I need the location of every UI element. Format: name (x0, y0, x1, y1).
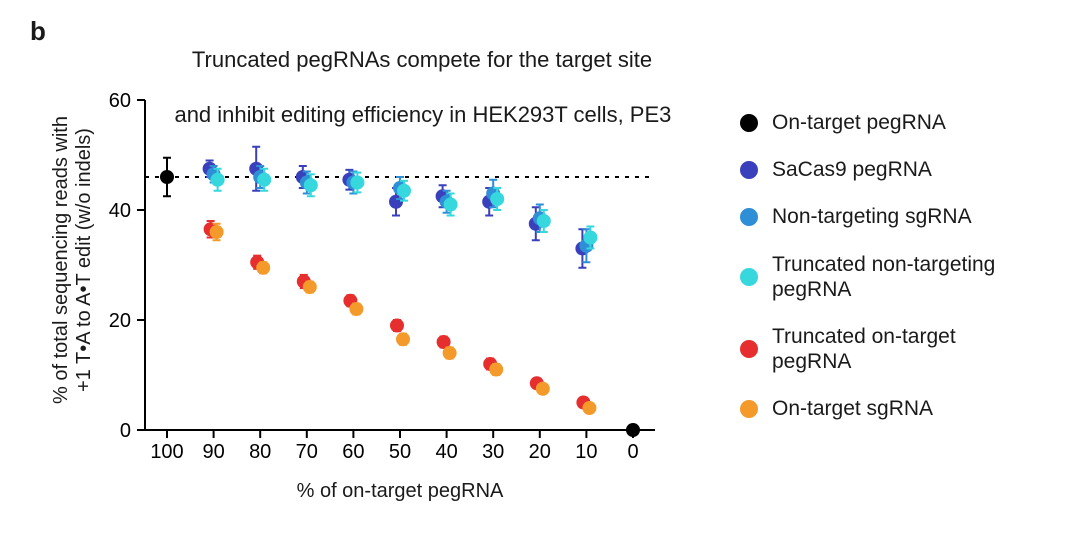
data-point (443, 346, 457, 360)
data-point (396, 332, 410, 346)
data-point (490, 192, 504, 206)
chart-title-line1: Truncated pegRNAs compete for the target… (192, 47, 652, 72)
legend-item-non_targeting_sgRNA: Non-targeting sgRNA (740, 204, 1032, 229)
plot-svg: 02040601009080706050403020100 (145, 100, 655, 430)
data-point (257, 173, 271, 187)
data-point (537, 214, 551, 228)
legend-label: Truncated on-target pegRNA (772, 324, 1032, 374)
x-tick-label: 60 (342, 441, 364, 463)
panel-letter: b (30, 16, 46, 47)
legend-label: On-target pegRNA (772, 110, 946, 135)
data-point (349, 302, 363, 316)
legend-label: On-target sgRNA (772, 396, 933, 421)
plot-area: 02040601009080706050403020100 (145, 100, 655, 435)
legend-item-on_target_sgRNA: On-target sgRNA (740, 396, 1032, 421)
legend-marker-icon (740, 268, 758, 286)
legend-marker-icon (740, 400, 758, 418)
series-trunc_ot_pegRNA (204, 221, 591, 410)
x-tick-label: 0 (627, 441, 638, 463)
series-sacas9_pegRNA (203, 147, 590, 268)
data-point (536, 382, 550, 396)
data-point (350, 176, 364, 190)
x-tick-label: 30 (482, 441, 504, 463)
x-tick-label: 10 (575, 441, 597, 463)
data-point (397, 184, 411, 198)
x-tick-label: 100 (150, 441, 183, 463)
x-axis-title: % of on-target pegRNA (145, 480, 655, 503)
y-tick-label: 60 (109, 90, 131, 112)
data-point (583, 231, 597, 245)
legend-marker-icon (740, 208, 758, 226)
legend-item-on_target_pegRNA: On-target pegRNA (740, 110, 1032, 135)
data-point (160, 170, 174, 184)
data-point (444, 198, 458, 212)
legend-marker-icon (740, 114, 758, 132)
y-tick-label: 20 (109, 310, 131, 332)
legend-item-trunc_ot_pegRNA: Truncated on-target pegRNA (740, 324, 1032, 374)
legend-marker-icon (740, 340, 758, 358)
x-tick-label: 40 (435, 441, 457, 463)
data-point (211, 173, 225, 187)
figure-panel-b: b Truncated pegRNAs compete for the targ… (0, 0, 1080, 542)
data-point (303, 280, 317, 294)
y-tick-label: 0 (120, 420, 131, 442)
legend-marker-icon (740, 161, 758, 179)
legend-label: Non-targeting sgRNA (772, 204, 972, 229)
x-tick-label: 70 (296, 441, 318, 463)
data-point (489, 363, 503, 377)
legend-item-sacas9_pegRNA: SaCas9 pegRNA (740, 157, 1032, 182)
data-point (390, 319, 404, 333)
x-tick-label: 80 (249, 441, 271, 463)
x-tick-label: 20 (529, 441, 551, 463)
x-tick-label: 90 (202, 441, 224, 463)
legend-label: SaCas9 pegRNA (772, 157, 932, 182)
y-axis-title: % of total sequencing reads with +1 T•A … (50, 90, 96, 430)
data-point (304, 178, 318, 192)
data-point (256, 261, 270, 275)
y-tick-label: 40 (109, 200, 131, 222)
series-on_target_sgRNA (210, 224, 597, 415)
data-point (582, 401, 596, 415)
legend: On-target pegRNA SaCas9 pegRNA Non-targeti… (740, 110, 1032, 444)
x-tick-label: 50 (389, 441, 411, 463)
legend-item-trunc_nt_pegRNA: Truncated non-targeting pegRNA (740, 252, 1032, 302)
legend-label: Truncated non-targeting pegRNA (772, 252, 1032, 302)
data-point (626, 423, 640, 437)
data-point (210, 225, 224, 239)
